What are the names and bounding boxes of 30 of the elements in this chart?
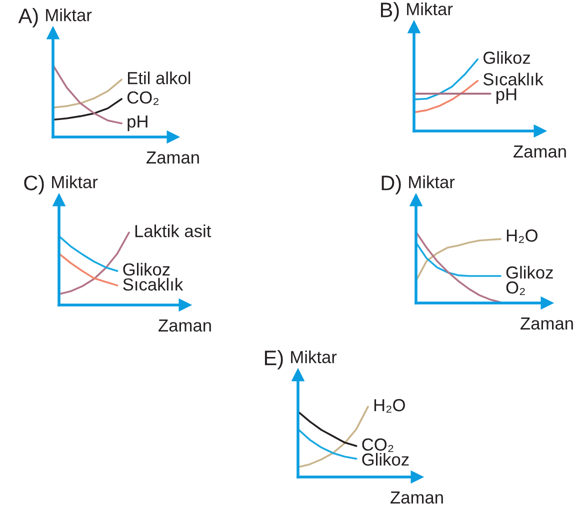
series-label: Glikoz [484, 51, 530, 64]
series-label: Sıcaklık [483, 72, 544, 86]
y-axis-title: Miktar [409, 175, 455, 188]
series-label: O₂ [506, 281, 525, 295]
y-axis-title: Miktar [407, 2, 453, 16]
chart-title: B) [380, 2, 399, 22]
x-axis-title: Zaman [390, 492, 443, 504]
series-label: pH [496, 88, 516, 104]
series-label: Glikoz [362, 452, 409, 466]
x-axis-title: Zaman [520, 318, 573, 330]
series-label: Sıcaklık [123, 278, 184, 291]
chart-title: C) [24, 175, 44, 194]
y-axis-title: Miktar [291, 350, 337, 364]
series-label: Glikoz [506, 266, 553, 279]
series-label: H₂O [374, 399, 405, 413]
x-axis-title: Zaman [146, 152, 199, 164]
chart-title: D) [382, 175, 401, 194]
x-axis-title: Zaman [158, 320, 211, 332]
chart-title: E) [264, 350, 283, 370]
series-label: H₂O [506, 229, 538, 244]
chart-title: A) [18, 8, 38, 28]
x-axis-title: Zaman [514, 146, 566, 158]
series-label: CO₂ [362, 438, 394, 452]
series-label: pH [128, 116, 148, 132]
series-label: Glikoz [123, 262, 170, 276]
series-label: Etil alkol [128, 72, 190, 84]
y-axis-title: Miktar [52, 175, 98, 188]
series-label: CO₂ [127, 91, 158, 105]
series-label: Laktik asit [135, 224, 212, 238]
y-axis-title: Miktar [46, 8, 92, 22]
